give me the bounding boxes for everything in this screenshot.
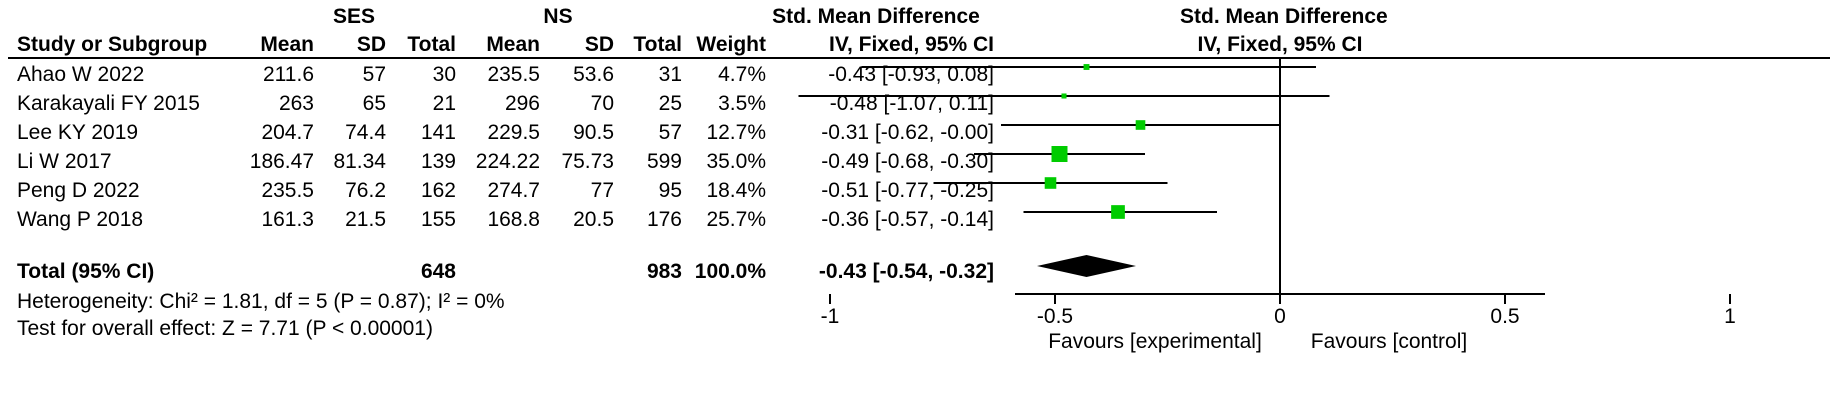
- cell-c-mean: 296: [504, 92, 540, 115]
- x-tick-label: -1: [821, 305, 840, 328]
- cell-weight: 35.0%: [706, 150, 766, 173]
- cell-e-sd: 21.5: [345, 208, 386, 231]
- cell-c-total: 176: [646, 208, 682, 231]
- cell-e-sd: 65: [362, 92, 386, 115]
- cell-e-total: 141: [420, 121, 456, 144]
- study-marker: [1061, 93, 1067, 99]
- cell-e-mean: 186.47: [249, 150, 314, 173]
- cell-c-sd: 70: [590, 92, 614, 115]
- e-mean-header: Mean: [260, 33, 314, 56]
- total-e-total: 648: [420, 260, 456, 283]
- cell-name: Li W 2017: [17, 150, 112, 173]
- e-sd-header: SD: [356, 33, 386, 56]
- x-tick-label: 0: [1274, 305, 1286, 328]
- cell-c-mean: 274.7: [487, 179, 540, 202]
- experimental-group-header: SES: [332, 5, 376, 28]
- cell-e-mean: 204.7: [261, 121, 314, 144]
- cell-e-total: 139: [420, 150, 456, 173]
- favours-right-label: Favours [control]: [1310, 330, 1468, 353]
- study-marker: [1044, 177, 1057, 189]
- cell-ci-text: -0.49 [-0.68, -0.30]: [821, 150, 994, 173]
- cell-e-total: 30: [432, 63, 456, 86]
- cell-weight: 4.7%: [718, 63, 766, 86]
- cell-weight: 3.5%: [718, 92, 766, 115]
- cell-c-sd: 77: [590, 179, 614, 202]
- cell-e-sd: 74.4: [345, 121, 386, 144]
- cell-name: Wang P 2018: [17, 208, 144, 231]
- cell-c-mean: 229.5: [487, 121, 540, 144]
- cell-e-mean: 211.6: [263, 63, 314, 86]
- cell-ci-text: -0.48 [-1.07, 0.11]: [829, 92, 994, 115]
- plot-subtitle: IV, Fixed, 95% CI: [1197, 33, 1363, 56]
- cell-ci-text: -0.51 [-0.77, -0.25]: [821, 179, 994, 202]
- total-c-total: 983: [646, 260, 682, 283]
- control-group-header: NS: [543, 5, 573, 28]
- total-weight: 100.0%: [694, 260, 766, 283]
- overall-effect-text: Test for overall effect: Z = 7.71 (P < 0…: [17, 317, 433, 340]
- cell-e-mean: 235.5: [261, 179, 314, 202]
- cell-c-sd: 20.5: [573, 208, 614, 231]
- header-rule: [8, 57, 1830, 59]
- c-total-header: Total: [633, 33, 682, 56]
- cell-c-mean: 168.8: [487, 208, 540, 231]
- cell-e-sd: 57: [362, 63, 386, 86]
- total-ci: -0.43 [-0.54, -0.32]: [818, 260, 994, 283]
- pooled-diamond: [1037, 255, 1136, 277]
- cell-c-total: 95: [658, 179, 682, 202]
- cell-e-total: 21: [432, 92, 456, 115]
- study-marker: [1111, 205, 1125, 219]
- e-total-header: Total: [407, 33, 456, 56]
- cell-name: Lee KY 2019: [17, 121, 139, 144]
- cell-e-sd: 76.2: [345, 179, 386, 202]
- study-marker: [1083, 64, 1090, 70]
- x-tick-label: 0.5: [1490, 305, 1519, 328]
- cell-weight: 18.4%: [706, 179, 766, 202]
- x-tick-label: -0.5: [1037, 305, 1073, 328]
- study-marker: [1051, 146, 1068, 162]
- cell-e-sd: 81.34: [333, 150, 386, 173]
- cell-c-total: 31: [658, 63, 682, 86]
- cell-ci-text: -0.31 [-0.62, -0.00]: [821, 121, 994, 144]
- cell-e-total: 155: [420, 208, 456, 231]
- cell-ci-text: -0.36 [-0.57, -0.14]: [821, 208, 994, 231]
- weight-header: Weight: [696, 33, 766, 56]
- cell-c-total: 599: [646, 150, 682, 173]
- cell-name: Peng D 2022: [17, 179, 140, 202]
- cell-c-total: 25: [658, 92, 682, 115]
- cell-c-sd: 90.5: [573, 121, 614, 144]
- c-sd-header: SD: [584, 33, 614, 56]
- cell-weight: 25.7%: [706, 208, 766, 231]
- cell-c-sd: 53.6: [573, 63, 614, 86]
- plot-title: Std. Mean Difference: [1180, 5, 1388, 28]
- heterogeneity-text: Heterogeneity: Chi² = 1.81, df = 5 (P = …: [17, 290, 505, 313]
- cell-c-mean: 224.22: [475, 150, 540, 173]
- c-mean-header: Mean: [486, 33, 540, 56]
- cell-e-mean: 161.3: [261, 208, 314, 231]
- favours-left-label: Favours [experimental]: [1048, 330, 1262, 353]
- study-column-header: Study or Subgroup: [17, 33, 208, 56]
- cell-name: Karakayali FY 2015: [17, 92, 200, 115]
- method-header: IV, Fixed, 95% CI: [829, 33, 994, 56]
- cell-e-mean: 263: [278, 92, 314, 115]
- cell-ci-text: -0.43 [-0.93, 0.08]: [828, 63, 994, 86]
- cell-c-mean: 235.5: [487, 63, 540, 86]
- study-marker: [1135, 120, 1146, 130]
- cell-name: Ahao W 2022: [17, 63, 145, 86]
- cell-e-total: 162: [420, 179, 456, 202]
- cell-c-total: 57: [658, 121, 682, 144]
- cell-weight: 12.7%: [706, 121, 766, 144]
- x-tick-label: 1: [1724, 305, 1736, 328]
- effect-column-header: Std. Mean Difference: [772, 5, 980, 28]
- cell-c-sd: 75.73: [561, 150, 614, 173]
- total-label: Total (95% CI): [17, 260, 155, 283]
